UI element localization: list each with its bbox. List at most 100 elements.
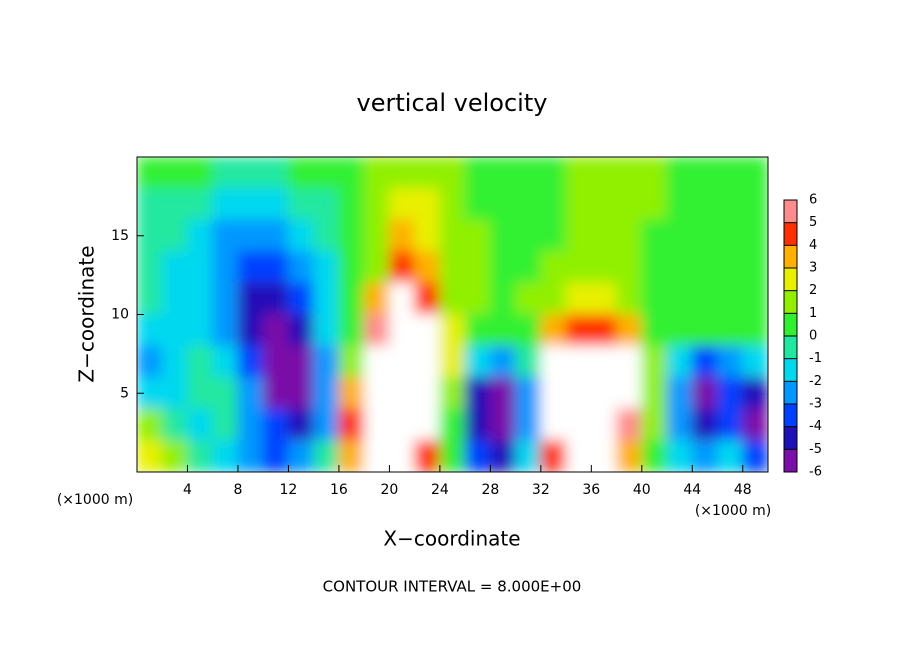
cell — [262, 251, 289, 284]
cell — [616, 440, 643, 472]
cell — [414, 345, 441, 378]
cell — [262, 408, 289, 441]
y-tick-label: 5 — [120, 385, 129, 401]
cell — [489, 157, 517, 189]
cell — [161, 408, 188, 441]
colorbar-band — [784, 404, 797, 427]
cell — [313, 345, 340, 378]
cell — [237, 345, 264, 378]
cell — [186, 282, 214, 315]
cell — [388, 219, 416, 252]
cell — [439, 377, 466, 410]
cell — [489, 282, 517, 315]
colorbar-label: 4 — [809, 238, 817, 253]
cell — [313, 377, 340, 410]
cell — [515, 188, 542, 221]
cell — [666, 188, 693, 221]
cell — [388, 314, 416, 347]
cell — [363, 219, 390, 252]
cell — [515, 157, 542, 189]
cell — [313, 251, 340, 284]
cell — [616, 219, 643, 252]
colorbar-label: 0 — [809, 329, 817, 344]
x-tick-label: 36 — [582, 482, 600, 498]
cell — [742, 408, 768, 441]
cell — [742, 440, 768, 472]
cell — [287, 251, 315, 284]
cell — [515, 377, 542, 410]
cell — [590, 251, 618, 284]
cell — [237, 314, 264, 347]
cell — [565, 282, 592, 315]
cell — [186, 251, 214, 284]
cell — [641, 188, 668, 221]
cell — [464, 282, 491, 315]
cell — [388, 251, 416, 284]
cell — [565, 251, 592, 284]
cell — [515, 314, 542, 347]
cell — [565, 157, 592, 189]
cell — [186, 345, 214, 378]
cell — [464, 219, 491, 252]
cell — [262, 188, 289, 221]
cell — [338, 282, 365, 315]
cell — [414, 219, 441, 252]
cell — [439, 251, 466, 284]
cell — [439, 282, 466, 315]
cell — [742, 157, 768, 189]
cell — [237, 377, 264, 410]
cell — [691, 157, 719, 189]
colorbar-band — [784, 358, 797, 382]
cell — [363, 440, 390, 472]
colorbar-band — [784, 200, 797, 223]
y-tick-label: 10 — [111, 307, 129, 323]
cell — [287, 440, 315, 472]
colorbar-label: 5 — [809, 215, 817, 230]
cell — [212, 440, 239, 472]
cell — [287, 282, 315, 315]
cell — [262, 377, 289, 410]
x-tick-label: 28 — [481, 482, 499, 498]
cell — [742, 219, 768, 252]
cell — [313, 314, 340, 347]
cell — [489, 408, 517, 441]
cell — [186, 440, 214, 472]
cell — [717, 377, 744, 410]
x-tick-label: 24 — [431, 482, 449, 498]
cell — [287, 314, 315, 347]
field — [137, 157, 768, 472]
cell — [414, 157, 441, 189]
cell — [363, 188, 390, 221]
cell — [540, 440, 567, 472]
colorbar-label: -5 — [809, 442, 822, 457]
cell — [464, 345, 491, 378]
cell — [590, 219, 618, 252]
cell — [212, 282, 239, 315]
cell — [414, 188, 441, 221]
cell — [313, 282, 340, 315]
cell — [464, 157, 491, 189]
colorbar-band — [784, 426, 797, 450]
cell — [641, 440, 668, 472]
x-tick-label: 40 — [633, 482, 651, 498]
cell — [616, 314, 643, 347]
cell — [338, 219, 365, 252]
cell — [666, 282, 693, 315]
cell — [338, 157, 365, 189]
cell — [464, 188, 491, 221]
cell — [464, 314, 491, 347]
cell — [540, 219, 567, 252]
cell — [590, 157, 618, 189]
cell — [237, 188, 264, 221]
cell — [742, 377, 768, 410]
cell — [616, 282, 643, 315]
x-axis-label: X−coordinate — [383, 527, 520, 551]
cell — [363, 282, 390, 315]
cell — [212, 188, 239, 221]
cell — [262, 219, 289, 252]
cell — [186, 157, 214, 189]
cell — [565, 188, 592, 221]
x-unit-label: (×1000 m) — [57, 492, 133, 508]
cell — [388, 377, 416, 410]
cell — [161, 251, 188, 284]
